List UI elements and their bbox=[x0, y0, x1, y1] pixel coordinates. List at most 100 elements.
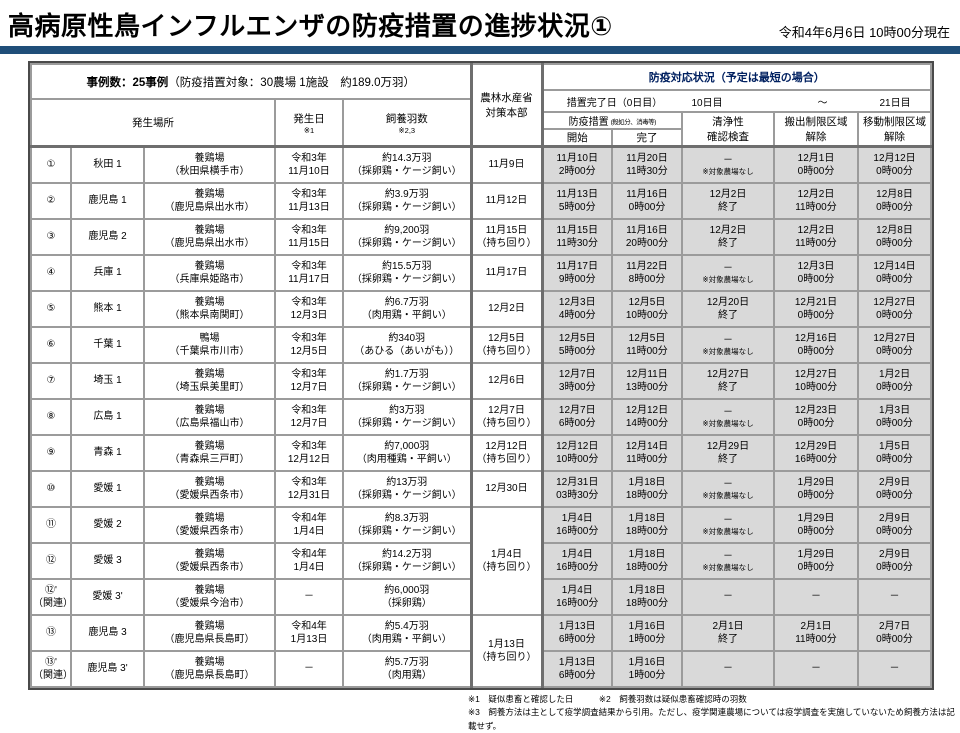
cell-clean: －※対象農場なし bbox=[682, 543, 774, 579]
timeline-day10: 10日目 bbox=[686, 94, 780, 109]
cell-name: 鹿児島 3' bbox=[71, 651, 144, 687]
cell-hq: 11月12日 bbox=[471, 183, 542, 219]
cell-no: ⑪ bbox=[31, 507, 71, 543]
cell-place: 養鶏場（広島県福山市） bbox=[144, 399, 275, 435]
timeline-day0: 措置完了日（0日目） bbox=[544, 94, 686, 109]
cell-name: 広島 1 bbox=[71, 399, 144, 435]
cell-no: ⑤ bbox=[31, 291, 71, 327]
cell-no: ② bbox=[31, 183, 71, 219]
cell-birds: 約8.3万羽（採卵鶏・ケージ飼い） bbox=[343, 507, 471, 543]
cell-name: 青森 1 bbox=[71, 435, 144, 471]
cell-name: 愛媛 3' bbox=[71, 579, 144, 615]
cell-clean: 2月1日終了 bbox=[682, 615, 774, 651]
cell-clean: 12月2日終了 bbox=[682, 219, 774, 255]
cell-no: ⑩ bbox=[31, 471, 71, 507]
case-summary: 事例数：25事例（防疫措置対象：30農場 1施設 約189.0万羽） bbox=[31, 64, 471, 99]
cell-name: 愛媛 1 bbox=[71, 471, 144, 507]
cell-no: ⑬ bbox=[31, 615, 71, 651]
cell-move: － bbox=[858, 651, 931, 687]
cell-birds: 約5.7万羽（肉用鶏） bbox=[343, 651, 471, 687]
cell-no: ⑫'（関連） bbox=[31, 579, 71, 615]
cell-place: 鴨場（千葉県市川市） bbox=[144, 327, 275, 363]
title-bar: 高病原性鳥インフルエンザの防疫措置の進捗状況① 令和4年6月6日 10時00分現… bbox=[0, 0, 960, 43]
cell-ship: － bbox=[774, 651, 858, 687]
column-header-date: 発生日※1 bbox=[275, 99, 343, 147]
cell-place: 養鶏場（埼玉県美里町） bbox=[144, 363, 275, 399]
cell-name: 千葉 1 bbox=[71, 327, 144, 363]
cell-no: ⑫ bbox=[31, 543, 71, 579]
cell-place: 養鶏場（青森県三戸町） bbox=[144, 435, 275, 471]
cell-hq: 12月2日 bbox=[471, 291, 542, 327]
cell-birds: 約7,000羽（肉用種鶏・平飼い） bbox=[343, 435, 471, 471]
cell-clean: －※対象農場なし bbox=[682, 471, 774, 507]
measures-sub-label: (殺処分、消毒等) bbox=[611, 116, 656, 126]
cell-name: 埼玉 1 bbox=[71, 363, 144, 399]
cell-no: ⑬'（関連） bbox=[31, 651, 71, 687]
cell-hq: 1月13日（持ち回り） bbox=[471, 615, 542, 687]
cell-clean: 12月20日終了 bbox=[682, 291, 774, 327]
cell-no: ① bbox=[31, 147, 71, 183]
cell-place: 養鶏場（愛媛県今治市） bbox=[144, 579, 275, 615]
cell-birds: 約9,200羽（採卵鶏・ケージ飼い） bbox=[343, 219, 471, 255]
cell-hq: 12月5日（持ち回り） bbox=[471, 327, 542, 363]
cell-birds: 約3.9万羽（採卵鶏・ケージ飼い） bbox=[343, 183, 471, 219]
progress-table: 事例数：25事例（防疫措置対象：30農場 1施設 約189.0万羽） 農林水産省… bbox=[30, 63, 932, 688]
cell-no: ⑨ bbox=[31, 435, 71, 471]
cell-clean: 12月27日終了 bbox=[682, 363, 774, 399]
cell-place: 養鶏場（鹿児島県長島町） bbox=[144, 615, 275, 651]
cell-hq: 11月17日 bbox=[471, 255, 542, 291]
cell-place: 養鶏場（愛媛県西条市） bbox=[144, 471, 275, 507]
cell-hq: 11月9日 bbox=[471, 147, 542, 183]
column-header-movement-release: 移動制限区域解除 bbox=[858, 112, 931, 147]
cell-name: 鹿児島 1 bbox=[71, 183, 144, 219]
title-divider-bar bbox=[0, 46, 960, 54]
case-detail: （防疫措置対象：30農場 1施設 約189.0万羽） bbox=[168, 77, 415, 89]
column-header-end: 完了 bbox=[612, 129, 682, 147]
cell-name: 熊本 1 bbox=[71, 291, 144, 327]
cell-no: ⑦ bbox=[31, 363, 71, 399]
cell-name: 秋田 1 bbox=[71, 147, 144, 183]
cell-hq: 12月6日 bbox=[471, 363, 542, 399]
cell-move: － bbox=[858, 579, 931, 615]
cell-clean: －※対象農場なし bbox=[682, 327, 774, 363]
cell-birds: 約14.2万羽（採卵鶏・ケージ飼い） bbox=[343, 543, 471, 579]
